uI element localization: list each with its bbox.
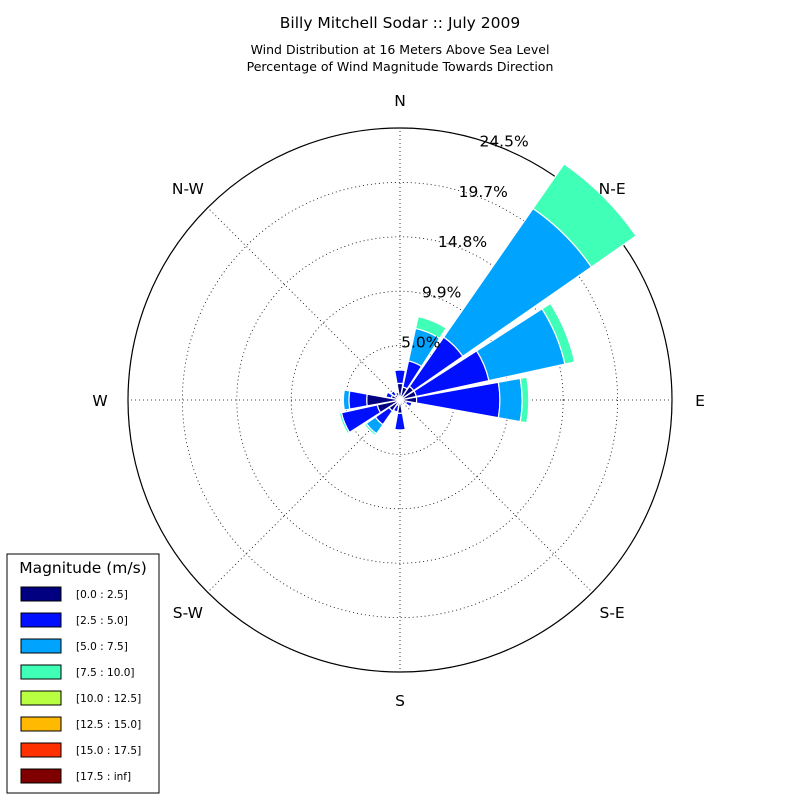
direction-label: S-W (173, 604, 203, 622)
wind-bar-segment (519, 376, 530, 424)
grid-ring (181, 181, 619, 619)
wind-bar-segment (541, 302, 576, 365)
radial-tick-label: 14.8% (438, 233, 487, 251)
wind-bar-segment (393, 369, 407, 385)
wind-bar-segment (497, 377, 523, 423)
grid-spoke (207, 207, 401, 401)
wind-bar-segment (390, 390, 398, 398)
chart-subtitle-line-1: Wind Distribution at 16 Meters Above Sea… (251, 42, 550, 57)
wind-bar-segment (393, 412, 407, 431)
wind-bar-segment (363, 422, 378, 437)
legend-entry-label: [10.0 : 12.5] (76, 693, 141, 705)
wind-bar-segment (404, 400, 413, 408)
legend-swatch (20, 638, 62, 654)
wind-bar-segment (338, 412, 351, 435)
legend-entry-label: [7.5 : 10.0] (76, 667, 134, 679)
chart-title: Billy Mitchell Sodar :: July 2009 (280, 14, 520, 32)
grid-ring (236, 236, 564, 564)
direction-label: S-E (600, 604, 625, 622)
legend-entry-label: [17.5 : inf] (76, 771, 131, 783)
legend-swatch (20, 586, 62, 602)
wind-bar-segment (342, 389, 351, 411)
legend-entry-label: [2.5 : 5.0] (76, 615, 128, 627)
legend-entry-label: [0.0 : 2.5] (76, 589, 128, 601)
wind-bar-segment (348, 390, 368, 410)
legend-entry-label: [12.5 : 15.0] (76, 719, 141, 731)
wind-bar-segment (394, 391, 400, 398)
legend-swatch (20, 664, 62, 680)
legend-swatch (20, 742, 62, 758)
direction-label: S (395, 692, 405, 710)
legend-entry-label: [15.0 : 17.5] (76, 745, 141, 757)
grid-spoke (399, 399, 593, 593)
wind-bar-segment (414, 315, 448, 340)
legend: Magnitude (m/s) [0.0 : 2.5] [2.5 : 5.0] [5.… (6, 553, 160, 794)
legend-swatch (20, 716, 62, 732)
wind-bar-segment (532, 163, 637, 268)
legend-swatch (20, 690, 62, 706)
wind-bars (338, 163, 637, 437)
direction-label: E (695, 392, 705, 410)
radial-tick-label: 24.5% (479, 133, 528, 151)
legend-swatch (20, 612, 62, 628)
radial-tick-label: 19.7% (459, 183, 508, 201)
direction-labels: N N-E E S-E S S-W W N-W (92, 92, 705, 710)
direction-label: N-W (172, 180, 204, 198)
grid-spoke (207, 399, 401, 593)
chart-subtitle-line-2: Percentage of Wind Magnitude Towards Dir… (247, 59, 554, 74)
radial-tick-label: 5.0% (401, 334, 440, 352)
direction-label: N-E (599, 180, 626, 198)
radial-tick-label: 9.9% (422, 283, 461, 301)
outer-frame (127, 127, 673, 673)
direction-label: W (92, 392, 107, 410)
radial-tick-labels: 5.0% 9.9% 14.8% 19.7% 24.5% (401, 133, 529, 352)
legend-title: Magnitude (m/s) (19, 559, 147, 577)
wind-bar-segment (385, 391, 394, 399)
legend-swatch (20, 768, 62, 784)
legend-entry-label: [5.0 : 7.5] (76, 641, 128, 653)
direction-label: N (394, 92, 406, 110)
